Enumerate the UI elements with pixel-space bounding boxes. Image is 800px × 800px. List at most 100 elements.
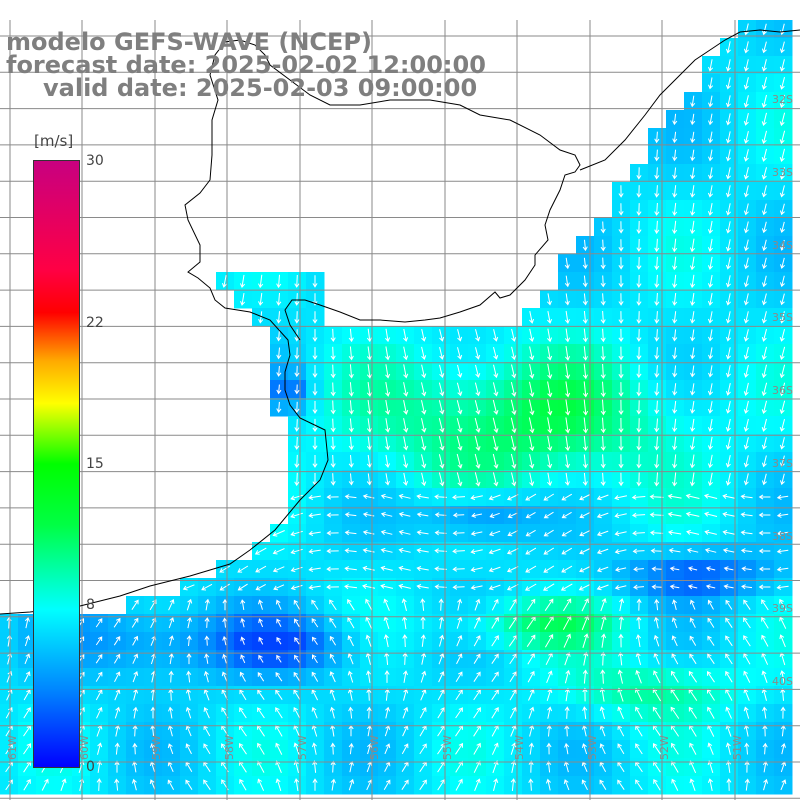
wind-arrow [672,292,678,306]
wind-arrow [366,328,372,343]
wind-arrow [276,292,282,306]
wind-arrow [365,634,372,647]
wind-arrow [743,364,749,378]
wind-arrow [654,238,660,253]
wind-arrow [779,275,785,288]
wind-arrow [402,670,408,683]
wind-arrow [581,779,588,791]
wind-arrow [561,529,572,537]
wind-arrow [672,329,678,342]
wind-arrow [743,652,751,665]
lat-label: 36S [772,384,793,397]
wind-arrow [403,364,409,379]
wind-arrow [275,760,282,773]
wind-arrow [294,365,300,378]
wind-arrow [437,707,445,719]
wind-arrow [489,530,501,537]
wind-arrow [761,670,768,683]
wind-arrow [618,185,624,198]
wind-arrow [182,584,195,591]
wind-arrow [474,382,481,397]
wind-arrow [529,346,535,361]
wind-arrow [474,417,481,433]
wind-arrow [401,743,409,755]
wind-arrow [618,328,624,343]
wind-arrow [725,365,731,378]
wind-arrow [723,584,734,590]
wind-arrow [529,435,535,452]
wind-arrow [275,707,283,719]
wind-arrow [779,382,786,397]
wind-arrow [385,346,391,361]
wind-arrow [543,511,554,519]
wind-arrow [529,472,535,487]
wind-arrow [618,364,624,379]
wind-arrow [707,617,715,628]
wind-arrow [761,148,767,162]
wind-arrow [600,615,607,630]
wind-arrow [690,95,696,108]
wind-arrow [204,635,210,646]
wind-arrow [131,599,139,610]
wind-arrow [618,436,624,451]
wind-arrow [636,238,642,252]
wind-arrow [600,381,606,398]
wind-arrow [348,346,354,361]
wind-arrow [403,454,409,469]
wind-arrow [561,565,573,573]
wind-arrow [779,346,786,361]
wind-arrow [491,635,499,647]
wind-arrow [547,363,553,380]
wind-arrow [654,400,660,415]
wind-arrow [689,238,696,253]
wind-arrow [294,637,300,645]
wind-arrow [619,598,625,612]
wind-arrow [636,329,642,342]
wind-arrow [600,310,606,324]
wind-arrow [654,220,660,235]
wind-arrow [294,401,300,414]
wind-arrow [582,454,588,469]
wind-arrow [384,670,390,683]
wind-arrow [690,365,696,378]
wind-arrow [330,382,336,397]
wind-arrow [686,548,699,553]
wind-arrow [493,346,499,360]
wind-arrow [761,293,767,306]
wind-arrow [222,598,228,611]
wind-arrow [761,185,767,198]
wind-arrow [455,707,463,719]
wind-arrow [743,418,749,432]
wind-arrow [329,706,335,719]
wind-arrow [186,652,192,665]
wind-arrow [491,671,499,682]
wind-arrow [169,635,174,647]
wind-arrow [672,347,678,360]
wind-arrow [722,529,735,535]
wind-arrow [416,530,429,536]
wind-arrow [725,382,731,396]
wind-arrow [708,329,714,342]
wind-arrow [506,548,519,555]
wind-arrow [473,742,481,755]
wind-arrow [564,293,570,306]
wind-arrow [703,493,718,499]
wind-arrow [707,599,714,610]
wind-arrow [653,634,660,647]
wind-arrow [725,670,733,683]
wind-arrow [707,635,715,646]
wind-arrow [725,41,731,54]
wind-arrow [667,529,682,536]
wind-arrow [761,328,767,342]
wind-arrow [276,618,282,627]
wind-arrow [403,418,409,433]
wind-arrow [547,472,553,487]
wind-arrow [507,530,519,537]
wind-arrow [779,400,786,415]
wind-arrow [743,400,749,414]
wind-arrow [579,566,591,573]
wind-arrow [470,549,483,555]
wind-arrow [779,59,785,72]
wind-arrow [255,565,267,573]
wind-arrow [565,417,571,434]
